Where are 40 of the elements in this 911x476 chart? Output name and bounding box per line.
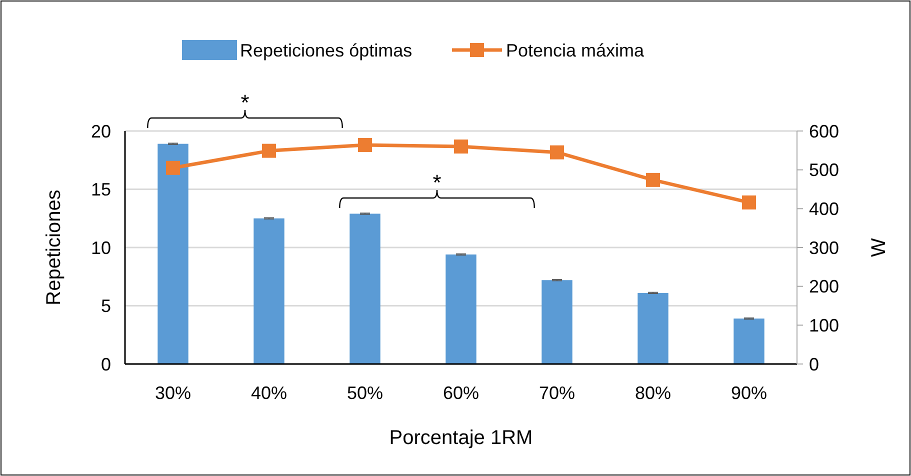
x-tick-label: 30% [154, 383, 192, 403]
point [166, 160, 180, 175]
legend-label: Repeticiones óptimas [240, 40, 412, 60]
annotation: * [432, 170, 442, 195]
x-tick-label: 60% [442, 383, 480, 403]
point [742, 195, 756, 210]
y-tick-label: 10 [90, 238, 111, 258]
y2-tick-label: 500 [809, 160, 840, 180]
y-tick-label: 20 [90, 121, 111, 142]
legend-label: Potencia máxima [506, 40, 646, 60]
bar [158, 144, 188, 364]
point [358, 138, 372, 152]
y2-axis-title: W [868, 238, 890, 257]
y-tick-label: 15 [90, 180, 111, 200]
y2-tick-label: 200 [809, 276, 840, 297]
x-tick-label: 90% [730, 383, 768, 403]
point [646, 172, 660, 187]
point [550, 145, 564, 160]
point [454, 140, 468, 154]
text: * [240, 90, 250, 115]
x-tick-label: 50% [346, 383, 384, 403]
y2-tick-label: 0 [809, 354, 820, 374]
bar [446, 254, 476, 364]
x-tick-label: 70% [538, 383, 576, 403]
x-axis-title: Porcentaje 1RM [389, 427, 533, 449]
bar [734, 318, 764, 364]
y2-tick-label: 300 [809, 238, 840, 258]
bar [350, 214, 380, 364]
bar [638, 292, 668, 364]
y-tick-label: 0 [100, 354, 111, 374]
y-tick-label: 5 [100, 296, 111, 316]
x-tick-label: 80% [634, 383, 672, 403]
bar [254, 218, 284, 364]
x-tick-label: 40% [250, 383, 288, 403]
y2-tick-label: 600 [809, 121, 840, 142]
y2-tick-label: 100 [809, 315, 840, 336]
y2-tick-label: 400 [809, 198, 840, 219]
bar [542, 280, 572, 364]
y-axis-title: Repeticiones [43, 190, 65, 306]
point [262, 144, 276, 158]
